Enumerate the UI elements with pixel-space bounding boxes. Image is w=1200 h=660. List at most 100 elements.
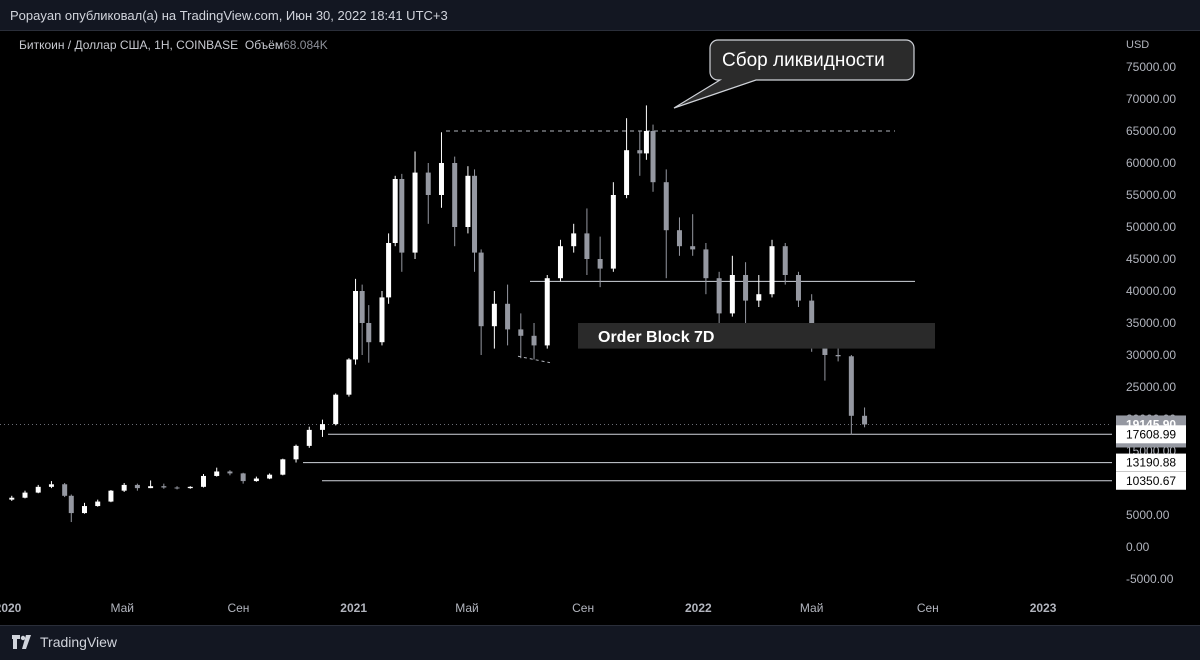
candle-body[interactable] [822,345,828,355]
volume-value: 68.084K [283,38,328,52]
candle-body[interactable] [346,359,352,395]
x-tick-label: Сен [572,601,594,615]
candle-body[interactable] [392,179,398,243]
candle-body[interactable] [531,335,537,346]
candle-body[interactable] [862,415,868,425]
order-block-label: Order Block 7D [598,329,714,346]
liquidity-callout[interactable]: Сбор ликвидности [673,39,915,109]
candle-body[interactable] [478,252,484,327]
x-tick-label: Май [800,601,824,615]
candle-body[interactable] [571,233,577,247]
candle-body[interactable] [412,172,418,253]
candle-body[interactable] [240,473,246,482]
candle-body[interactable] [319,424,325,430]
candle-body[interactable] [472,175,478,253]
candle-body[interactable] [108,490,114,502]
candle-body[interactable] [518,329,524,336]
candle-body[interactable] [134,484,140,489]
horizontal-levels [0,130,1112,482]
candle-body[interactable] [544,278,550,346]
y-tick-label: 45000.00 [1126,252,1176,266]
y-tick-label: 55000.00 [1126,188,1176,202]
candle-body[interactable] [68,495,74,514]
candle-body[interactable] [399,179,405,253]
x-tick-label: Май [111,601,135,615]
candle-body[interactable] [643,131,649,154]
candle-body[interactable] [557,246,563,279]
brand-name: TradingView [40,634,118,650]
candle-body[interactable] [624,150,630,195]
y-tick-label: 50000.00 [1126,220,1176,234]
candle-body[interactable] [848,356,854,416]
price-axis-bg [1112,31,1200,625]
candle-body[interactable] [293,445,299,460]
candle-body[interactable] [35,486,41,493]
candle-body[interactable] [253,478,259,482]
candle-body[interactable] [148,486,154,489]
candle-body[interactable] [22,492,28,498]
candle-body[interactable] [663,182,669,231]
candle-body[interactable] [386,243,392,298]
candle-body[interactable] [465,175,471,227]
candle-body[interactable] [835,355,841,357]
candle-body[interactable] [610,195,616,269]
order-block-zone[interactable] [578,323,935,349]
candle-body[interactable] [9,497,15,500]
callout-bubble [673,39,915,109]
candle-body[interactable] [306,429,312,446]
y-tick-label: 60000.00 [1126,156,1176,170]
time-axis[interactable]: 2020 Май Сен 2021 Май Сен 2022 Май Сен 2023 [0,601,1057,615]
candle-body[interactable] [769,246,775,295]
candle-body[interactable] [425,172,431,195]
candle-body[interactable] [584,233,590,259]
candle-body[interactable] [505,303,511,330]
candle-body[interactable] [280,459,286,475]
candle-body[interactable] [729,275,735,314]
candle-body[interactable] [95,501,101,507]
candle-body[interactable] [438,163,444,195]
x-tick-label: 2020 [0,601,22,615]
annotations[interactable]: Order Block 7D Сбор ликвидности [517,39,935,364]
candle-body[interactable] [795,275,801,301]
volume-label: Объём [244,38,284,52]
candle-body[interactable] [379,297,385,343]
candle-body[interactable] [597,259,603,269]
level-price-label: 10350.67 [1126,474,1176,488]
candle-body[interactable] [782,246,788,275]
candle-body[interactable] [756,294,762,301]
candle-body[interactable] [200,475,206,487]
candle-body[interactable] [353,291,359,360]
candle-body[interactable] [121,484,127,491]
y-tick-label: -5000.00 [1126,572,1174,586]
candle-body[interactable] [650,131,656,183]
candle-body[interactable] [452,163,458,227]
candle-body[interactable] [637,150,643,154]
candle-body[interactable] [743,275,749,301]
tradingview-logo[interactable]: TradingView [12,634,117,650]
candle-body[interactable] [174,487,180,489]
candle-body[interactable] [227,471,233,474]
candle-body[interactable] [366,323,372,343]
candle-body[interactable] [703,249,709,279]
candle-body[interactable] [359,291,365,323]
price-axis[interactable]: USD 75000.00 70000.00 65000.00 60000.00 55000… [1112,31,1200,625]
candle-body[interactable] [62,484,68,496]
candle-body[interactable] [48,484,54,487]
x-tick-label: 2022 [685,601,712,615]
candle-body[interactable] [81,506,87,514]
candle-body[interactable] [267,474,273,479]
publish-header: Popayan опубликовал(а) на TradingView.co… [0,0,1200,31]
candles[interactable] [9,105,868,523]
candle-body[interactable] [214,471,220,476]
publish-info: Popayan опубликовал(а) на TradingView.co… [10,8,448,23]
candle-body[interactable] [491,303,497,327]
candle-body[interactable] [716,278,722,314]
candle-body[interactable] [187,486,193,489]
candle-body[interactable] [690,246,696,250]
level-price-badge [1116,425,1186,444]
price-chart[interactable]: Order Block 7D Сбор ликвидности USD 75000.… [0,31,1200,625]
chart-area[interactable]: Order Block 7D Сбор ликвидности USD 75000.… [0,31,1200,625]
candle-body[interactable] [333,394,339,425]
candle-body[interactable] [676,230,682,247]
candle-body[interactable] [161,486,167,488]
